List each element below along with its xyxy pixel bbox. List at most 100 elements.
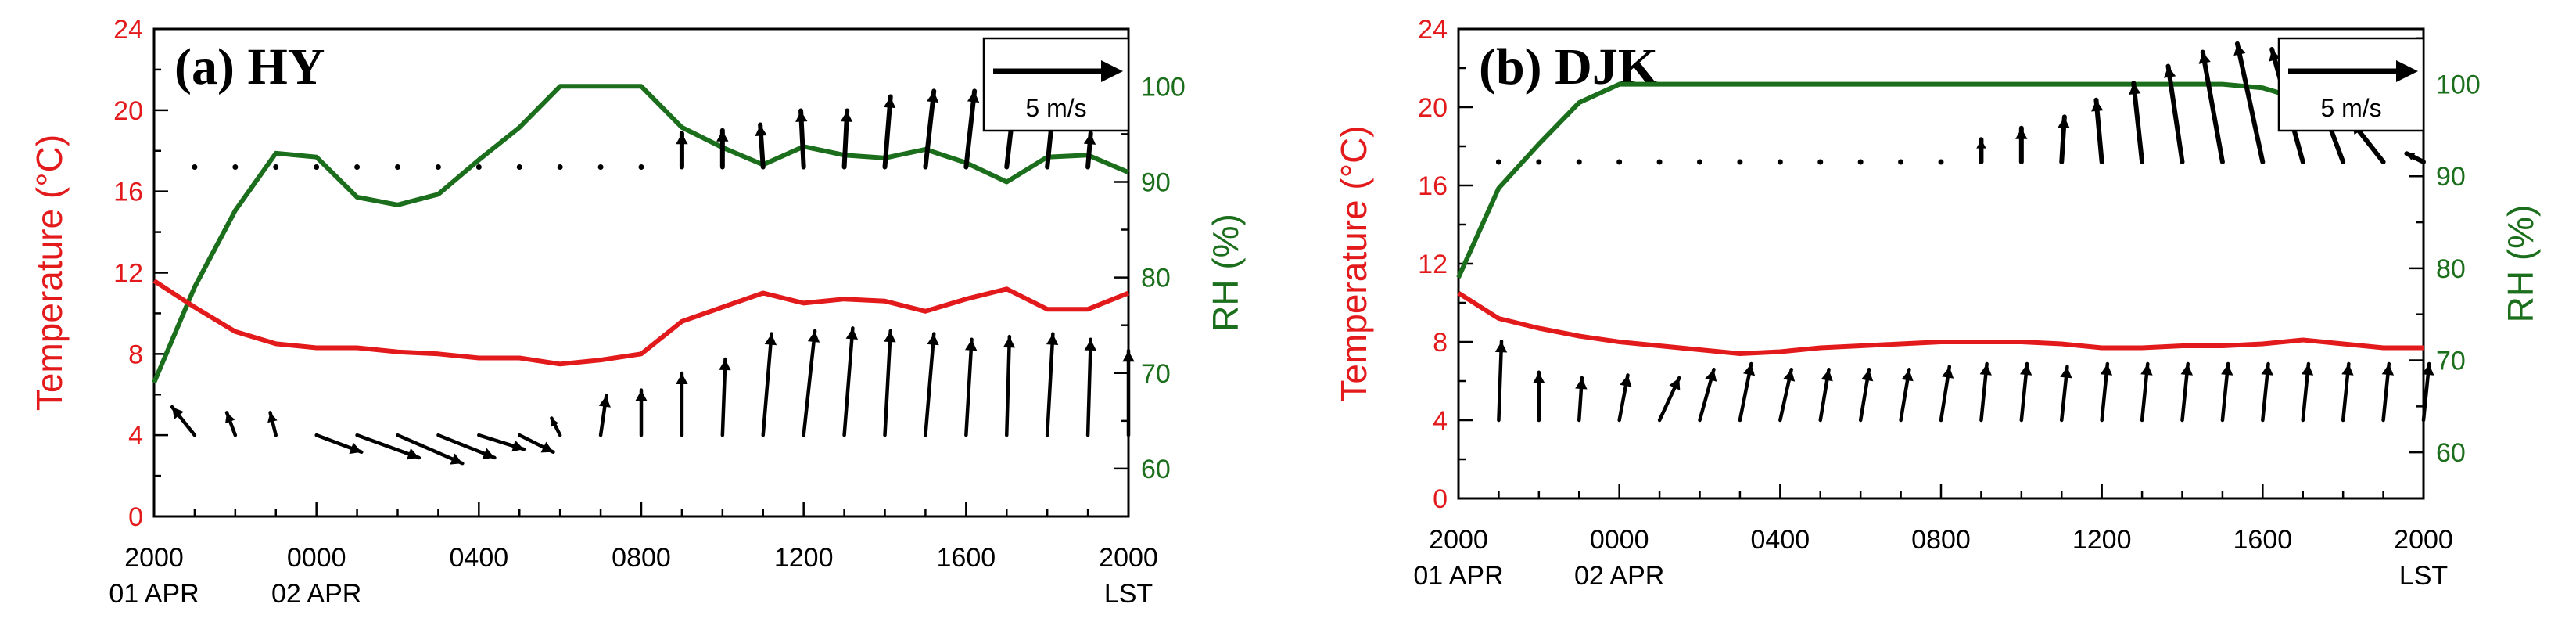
lower-wind-vector (964, 337, 974, 437)
x-tick-label: 2000 (2394, 525, 2453, 555)
upper-wind-vector-calm (597, 164, 604, 171)
lower-wind-vector-head (2140, 364, 2153, 376)
panel-hy: 2000 01 APR 0000 02 APR 0400 0800 1200 1600 2000… (29, 15, 1246, 609)
x-tick-label: 2000 (124, 543, 184, 573)
upper-wind-vector-head (676, 133, 688, 145)
upper-wind-vector-head (1976, 139, 1986, 149)
upper-wind-vector-calm (557, 164, 563, 171)
lower-wind-vector-head (764, 333, 777, 346)
upper-wind-vector-head (2406, 153, 2416, 161)
upper-wind-vector (882, 94, 893, 170)
x-tick-label: 0000 (1590, 525, 1649, 555)
upper-wind-vector (923, 88, 937, 170)
y-tick-label: 8 (128, 340, 143, 369)
x-tick-sublabel: 02 APR (1574, 561, 1664, 591)
lower-wind-vector-head (1046, 333, 1059, 345)
upper-wind-vector-calm (1536, 159, 1542, 165)
lower-wind-vector-head (551, 418, 559, 427)
y-axis-title: Temperature (°C) (29, 135, 70, 411)
lower-wind-vector-head (1122, 351, 1135, 362)
x-tick-sublabel: LST (1104, 579, 1153, 609)
upper-wind-vector-head (2163, 66, 2176, 78)
lower-wind-vector-head (719, 358, 731, 371)
x-tick-label: 0400 (1751, 525, 1810, 555)
lower-wind-vector-head (407, 448, 419, 460)
y2-tick-label: 100 (2436, 70, 2481, 100)
y2-axis-title: RH (%) (1205, 214, 1246, 332)
x-tick-label: 1200 (774, 543, 834, 573)
x-tick-sublabel: 02 APR (271, 579, 361, 609)
upper-wind-vector-calm (1898, 159, 1904, 165)
lower-wind-vector-head (2180, 364, 2193, 376)
y2-tick-label: 70 (2436, 347, 2466, 376)
upper-wind-vector-calm (638, 164, 644, 171)
y2-tick-label: 90 (1141, 167, 1171, 197)
rh-series-line (152, 84, 1130, 384)
lower-wind-vector-head (1979, 364, 1992, 376)
upper-wind-vector (2131, 81, 2145, 164)
x-tick-label: 0000 (287, 543, 346, 573)
y2-tick-label: 80 (1141, 264, 1171, 293)
upper-wind-vector-head (883, 96, 896, 109)
upper-wind-vector-calm (395, 164, 400, 171)
lower-wind-vector-head (2422, 364, 2434, 376)
y-tick-label: 4 (1433, 406, 1448, 436)
x-tick-sublabel: 01 APR (109, 579, 199, 609)
upper-wind-vector (963, 88, 978, 170)
lower-wind-vector-head (267, 412, 278, 423)
lower-wind-vector (720, 357, 727, 437)
lower-wind-vector-head (807, 330, 820, 343)
lower-wind-vector-head (884, 330, 896, 343)
lower-wind-vector-head (1942, 366, 1954, 379)
lower-wind-vector-head (349, 442, 362, 455)
y-tick-label: 24 (1418, 15, 1448, 45)
y2-axis-title: RH (%) (2500, 205, 2541, 323)
y-tick-label: 20 (1418, 93, 1448, 123)
y2-tick-label: 60 (1141, 455, 1171, 484)
upper-wind-vector (2234, 41, 2266, 164)
lower-wind-vector-head (2020, 364, 2032, 376)
lower-wind-vector-head (482, 448, 495, 459)
y2-tick-label: 80 (2436, 254, 2466, 284)
y-tick-label: 20 (113, 96, 143, 126)
upper-wind-vector-head (2091, 99, 2104, 112)
panel-djk: 2000 01 APR 0000 02 APR 0400 0800 1200 1600 2000… (1333, 15, 2541, 591)
lower-wind-vector-head (2381, 364, 2395, 376)
x-tick-sublabel: LST (2399, 561, 2448, 591)
upper-wind-vector-calm (1495, 159, 1501, 165)
reference-vector-arrowhead (1101, 60, 1123, 82)
y-tick-label: 0 (1433, 484, 1448, 514)
reference-vector-label: 5 m/s (2320, 94, 2381, 122)
y2-tick-label: 100 (1141, 72, 1186, 102)
lower-wind-vector (396, 433, 465, 466)
lower-wind-vector-head (1783, 369, 1796, 382)
lower-wind-vector-head (2100, 364, 2113, 376)
upper-wind-vector (2165, 63, 2185, 164)
y-tick-label: 8 (1433, 328, 1448, 358)
lower-wind-vector (1497, 339, 1504, 423)
lower-wind-vector (355, 433, 422, 460)
lower-wind-vector-head (1003, 336, 1016, 348)
upper-wind-vector-head (2198, 52, 2211, 64)
upper-wind-vector-calm (516, 164, 522, 171)
upper-wind-vector-head (2233, 43, 2246, 56)
panel-label: (b) DJK (1479, 38, 1658, 95)
upper-wind-vector-calm (1857, 159, 1864, 165)
reference-vector-box (982, 37, 1130, 132)
y-tick-label: 16 (113, 178, 143, 207)
y-tick-label: 12 (1418, 250, 1448, 279)
lower-wind-vector (842, 326, 855, 437)
lower-wind-vector-head (1669, 378, 1681, 390)
upper-wind-vector-calm (1777, 159, 1783, 165)
x-tick-label: 0400 (450, 543, 509, 573)
lower-wind-vector-head (2261, 364, 2273, 376)
upper-wind-vector-calm (192, 164, 198, 171)
x-tick-label: 1600 (937, 543, 996, 573)
lower-wind-vector (924, 332, 936, 437)
y-tick-label: 4 (128, 421, 143, 451)
upper-wind-vector-head (716, 130, 729, 142)
reference-vector-box (2277, 37, 2425, 132)
lower-wind-vector-head (1575, 378, 1588, 390)
upper-wind-vector-head (840, 110, 853, 122)
lower-wind-vector-head (965, 339, 978, 351)
